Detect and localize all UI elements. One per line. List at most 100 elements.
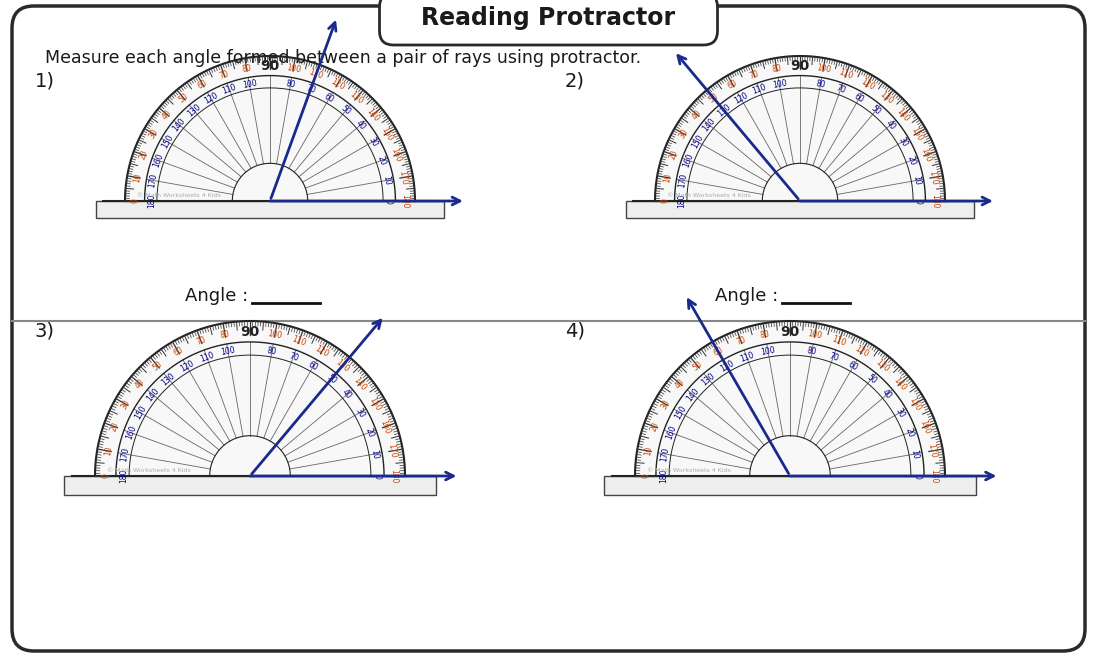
Text: 100: 100	[267, 329, 283, 340]
FancyBboxPatch shape	[380, 0, 717, 45]
Text: Angle :: Angle :	[715, 287, 778, 305]
Text: 120: 120	[853, 344, 870, 359]
Text: 140: 140	[892, 375, 908, 392]
Text: 120: 120	[329, 77, 346, 92]
Text: 0: 0	[912, 474, 921, 478]
Text: 160: 160	[378, 419, 392, 435]
Text: 30: 30	[366, 135, 378, 148]
Text: 0: 0	[102, 474, 111, 478]
Text: 60: 60	[726, 78, 739, 91]
Text: 150: 150	[160, 133, 174, 150]
Text: 60: 60	[712, 345, 724, 358]
Text: 70: 70	[735, 335, 747, 347]
Text: 160: 160	[919, 147, 934, 163]
Text: 170: 170	[927, 170, 938, 186]
Text: 10: 10	[133, 172, 143, 183]
Text: 180: 180	[677, 194, 686, 208]
Text: 4): 4)	[565, 321, 585, 340]
Text: 70: 70	[304, 84, 317, 96]
Text: 100: 100	[771, 79, 788, 90]
Text: 170: 170	[926, 443, 937, 459]
Text: 120: 120	[178, 359, 195, 374]
Text: 60: 60	[196, 78, 210, 91]
Text: 100: 100	[220, 346, 236, 357]
Text: 160: 160	[682, 152, 695, 169]
Text: 130: 130	[878, 90, 895, 106]
Text: 10: 10	[643, 445, 654, 457]
Text: 110: 110	[222, 83, 238, 96]
Polygon shape	[635, 321, 945, 476]
Text: 160: 160	[918, 419, 931, 435]
Text: 140: 140	[145, 386, 161, 403]
Text: 90: 90	[780, 325, 800, 339]
Text: 0: 0	[131, 199, 140, 203]
Text: 80: 80	[267, 346, 278, 357]
Text: 20: 20	[363, 426, 375, 439]
Text: 30: 30	[893, 406, 906, 419]
Text: 130: 130	[185, 102, 202, 118]
Polygon shape	[95, 321, 405, 476]
Text: 50: 50	[151, 359, 165, 373]
Text: 40: 40	[160, 108, 173, 121]
Text: 140: 140	[685, 386, 701, 403]
Bar	[604, 476, 976, 495]
Polygon shape	[655, 56, 945, 201]
Text: 130: 130	[700, 371, 717, 387]
Text: 70: 70	[827, 351, 839, 363]
Text: 110: 110	[308, 68, 325, 81]
Text: © Math Worksheets 4 Kids: © Math Worksheets 4 Kids	[667, 193, 750, 198]
Text: 150: 150	[133, 404, 148, 421]
Text: 150: 150	[690, 133, 705, 150]
Text: 50: 50	[339, 104, 353, 117]
Text: 20: 20	[668, 149, 679, 161]
Text: 60: 60	[171, 345, 184, 358]
Text: 70: 70	[287, 351, 299, 363]
Text: 160: 160	[665, 424, 678, 441]
Text: 130: 130	[715, 102, 733, 118]
Text: 20: 20	[649, 420, 660, 433]
Text: 100: 100	[241, 79, 258, 90]
Text: 80: 80	[285, 79, 296, 90]
Text: 90: 90	[260, 59, 280, 73]
Text: 110: 110	[751, 83, 768, 96]
Text: 10: 10	[103, 445, 114, 457]
FancyBboxPatch shape	[12, 6, 1085, 651]
Text: 110: 110	[291, 334, 307, 348]
Text: 2): 2)	[565, 72, 585, 91]
Text: 0: 0	[914, 199, 923, 203]
Text: 180: 180	[389, 469, 398, 483]
Text: 30: 30	[659, 398, 671, 411]
Text: 50: 50	[177, 91, 190, 104]
Text: 120: 120	[314, 344, 330, 359]
Text: 170: 170	[148, 173, 159, 188]
Text: 150: 150	[909, 125, 924, 142]
Text: 100: 100	[815, 63, 832, 74]
Text: 10: 10	[663, 172, 672, 183]
Text: 180: 180	[929, 469, 938, 483]
Text: 1): 1)	[35, 72, 55, 91]
Text: 40: 40	[881, 388, 894, 401]
Text: 40: 40	[340, 388, 353, 401]
Text: 3): 3)	[35, 321, 55, 340]
Text: Measure each angle formed between a pair of rays using protractor.: Measure each angle formed between a pair…	[45, 49, 641, 67]
Text: Angle :: Angle :	[185, 287, 248, 305]
Text: 10: 10	[370, 449, 380, 460]
Text: 30: 30	[353, 406, 366, 419]
Text: 50: 50	[706, 91, 720, 104]
Text: 10: 10	[912, 175, 921, 186]
Text: 60: 60	[847, 360, 860, 373]
Text: 110: 110	[838, 68, 855, 81]
Bar	[64, 476, 436, 495]
Text: 130: 130	[333, 358, 351, 374]
Text: 20: 20	[903, 426, 915, 439]
Text: 140: 140	[701, 116, 717, 133]
Text: 80: 80	[241, 63, 252, 73]
Text: 80: 80	[815, 79, 826, 90]
Text: 120: 120	[719, 359, 735, 374]
Text: 50: 50	[864, 373, 878, 386]
Text: 10: 10	[382, 175, 392, 186]
Text: 170: 170	[659, 446, 671, 462]
Text: 30: 30	[147, 127, 160, 140]
Text: 170: 170	[120, 446, 131, 462]
Text: 170: 170	[386, 443, 397, 459]
